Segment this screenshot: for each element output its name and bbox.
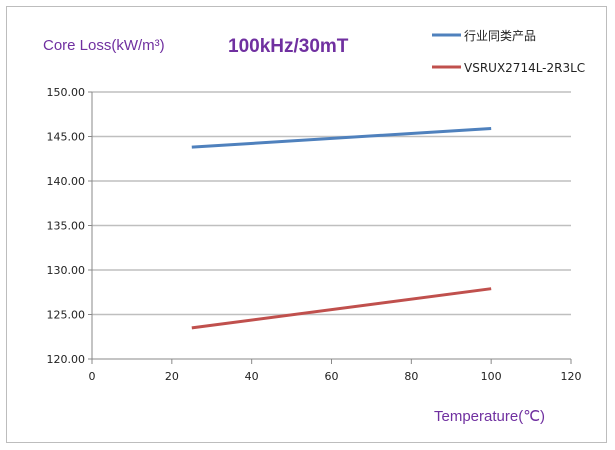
y-axis-label: Core Loss(kW/m³) — [43, 37, 165, 54]
legend-label: VSRUX2714L-2R3LC — [464, 61, 585, 75]
series-line-1 — [191, 287, 492, 330]
y-tick-label: 130.00 — [47, 264, 86, 277]
chart-frame — [6, 6, 607, 443]
x-tick-label: 80 — [404, 370, 418, 383]
y-tick-label: 140.00 — [47, 175, 86, 188]
y-tick-label: 150.00 — [47, 86, 86, 99]
x-tick-label: 40 — [245, 370, 259, 383]
y-tick-label: 135.00 — [47, 220, 86, 233]
x-tick-label: 100 — [481, 370, 502, 383]
chart-title: 100kHz/30mT — [228, 36, 349, 57]
x-tick-label: 0 — [89, 370, 96, 383]
series-line-0 — [191, 126, 492, 149]
x-axis-label: Temperature(℃) — [434, 408, 545, 425]
y-tick-label: 120.00 — [47, 353, 86, 366]
x-tick-label: 20 — [165, 370, 179, 383]
x-tick-label: 120 — [561, 370, 582, 383]
x-tick-label: 60 — [325, 370, 339, 383]
y-tick-label: 145.00 — [47, 131, 86, 144]
y-tick-label: 125.00 — [47, 309, 86, 322]
legend-label: 行业同类产品 — [464, 29, 536, 43]
